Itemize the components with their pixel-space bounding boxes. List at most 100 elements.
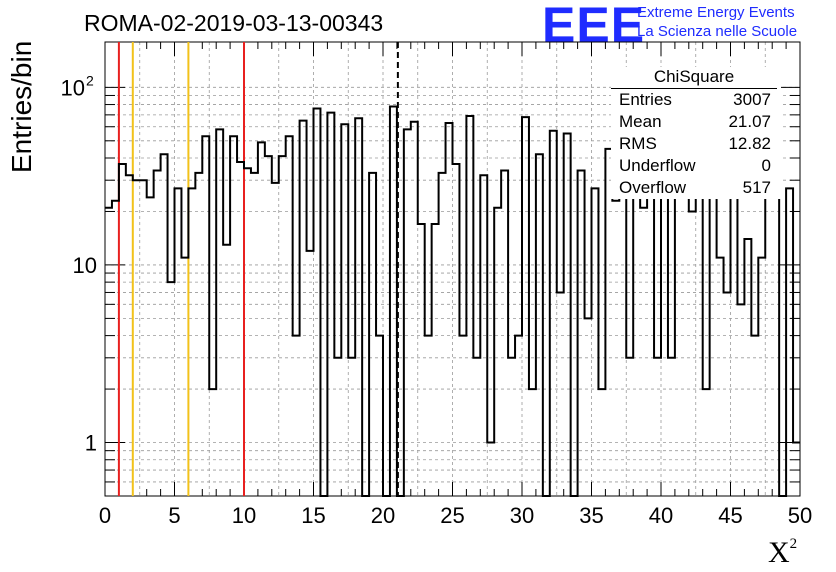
stats-value: 12.82	[728, 134, 771, 153]
histogram-bin	[515, 336, 522, 496]
stats-label: Mean	[619, 112, 662, 131]
histogram-bin	[348, 358, 355, 496]
x-tick-label: 45	[718, 503, 742, 528]
histogram-bin	[133, 180, 140, 496]
y-tick-label: 1	[85, 431, 97, 456]
histogram-bin	[487, 443, 494, 496]
histogram-bin	[341, 124, 348, 496]
histogram-bin	[654, 358, 661, 496]
x-tick-label: 50	[788, 503, 812, 528]
histogram-bin	[453, 164, 460, 496]
histogram-bin	[168, 282, 175, 496]
histogram-bin	[140, 180, 147, 496]
histogram-bin	[724, 292, 731, 496]
histogram-bin	[675, 186, 682, 496]
histogram-bin	[188, 188, 195, 496]
x-tick-label: 30	[510, 503, 534, 528]
histogram-bin	[390, 107, 397, 496]
histogram-bin	[258, 142, 265, 496]
histogram-bin	[161, 154, 168, 496]
stats-value: 21.07	[728, 112, 771, 131]
histogram-bin	[765, 197, 772, 496]
stats-title: ChiSquare	[611, 67, 777, 89]
histogram-bin	[564, 133, 571, 496]
histogram-bin	[446, 123, 453, 496]
histogram-bin	[154, 171, 161, 496]
histogram-bin	[710, 188, 717, 496]
histogram-bin	[147, 197, 154, 496]
histogram-bin	[696, 178, 703, 496]
x-axis-label-sup: 2	[789, 536, 798, 552]
stats-box: ChiSquare Entries 3007 Mean 21.07 RMS 12.82…	[611, 67, 781, 199]
histogram-bin	[334, 358, 341, 496]
histogram-bin	[494, 208, 501, 496]
histogram-bin	[466, 116, 473, 496]
histogram-bin	[119, 164, 126, 496]
histogram-bin	[793, 443, 800, 496]
histogram-bin	[598, 389, 605, 496]
histogram-bin	[216, 129, 223, 496]
x-tick-label: 25	[440, 503, 464, 528]
histogram-bin	[459, 336, 466, 496]
x-tick-label: 15	[301, 503, 325, 528]
histogram-bin	[307, 251, 314, 496]
histogram-bin	[418, 224, 425, 496]
stats-value: 0	[761, 156, 771, 175]
x-tick-label: 40	[649, 503, 673, 528]
histogram-bin	[619, 166, 626, 496]
stats-row-mean: Mean 21.07	[611, 111, 781, 133]
x-tick-label: 0	[99, 503, 111, 528]
histogram-bin	[209, 389, 216, 496]
logo-line-1: Extreme Energy Events	[637, 4, 795, 21]
stats-label: Overflow	[619, 178, 687, 197]
stats-label: Entries	[619, 90, 672, 109]
histogram-bin	[105, 208, 112, 496]
histogram-bin	[751, 336, 758, 496]
stats-row-overflow: Overflow 517	[611, 177, 781, 199]
histogram-bin	[661, 171, 668, 496]
histogram-bin	[404, 129, 411, 496]
histogram-bin	[550, 131, 557, 496]
x-tick-label: 35	[579, 503, 603, 528]
x-tick-label: 5	[168, 503, 180, 528]
histogram-bin	[737, 304, 744, 496]
histogram-bin	[689, 211, 696, 496]
histogram-bin	[668, 358, 675, 496]
histogram-bin	[369, 173, 376, 496]
histogram-bin	[744, 239, 751, 496]
x-tick-label: 20	[371, 503, 395, 528]
histogram-bin	[640, 208, 647, 496]
histogram-bin	[480, 175, 487, 496]
histogram-bin	[126, 175, 133, 496]
histogram-bin	[529, 389, 536, 496]
stats-value: 517	[742, 178, 771, 197]
histogram-bin	[265, 156, 272, 496]
histogram-bin	[633, 156, 640, 496]
histogram-bin	[376, 336, 383, 496]
chart-title: ROMA-02-2019-03-13-00343	[84, 10, 384, 36]
x-tick-label: 10	[232, 503, 256, 528]
histogram-bin	[355, 118, 362, 496]
histogram-bin	[772, 183, 779, 496]
stats-label: RMS	[619, 134, 657, 153]
histogram-bin	[605, 149, 612, 496]
histogram-bin	[786, 188, 793, 496]
histogram-bin	[112, 201, 119, 496]
y-tick-label: 10	[61, 75, 85, 100]
histogram-bin	[439, 173, 446, 496]
histogram-bin	[557, 292, 564, 496]
histogram-bin	[272, 183, 279, 496]
logo-line-2: La Scienza nelle Scuole	[637, 23, 798, 40]
histogram-bin	[731, 186, 738, 496]
histogram-bin	[223, 245, 230, 496]
histogram-bin	[293, 336, 300, 496]
histogram-bin	[612, 201, 619, 496]
x-axis-label: X2	[768, 536, 797, 570]
histogram-bin	[279, 156, 286, 496]
histogram-bin	[717, 258, 724, 496]
histogram-bin	[425, 336, 432, 496]
histogram-bin	[411, 122, 418, 496]
histogram-bin	[432, 224, 439, 496]
histogram-bin	[508, 358, 515, 496]
histogram-bin	[230, 136, 237, 496]
